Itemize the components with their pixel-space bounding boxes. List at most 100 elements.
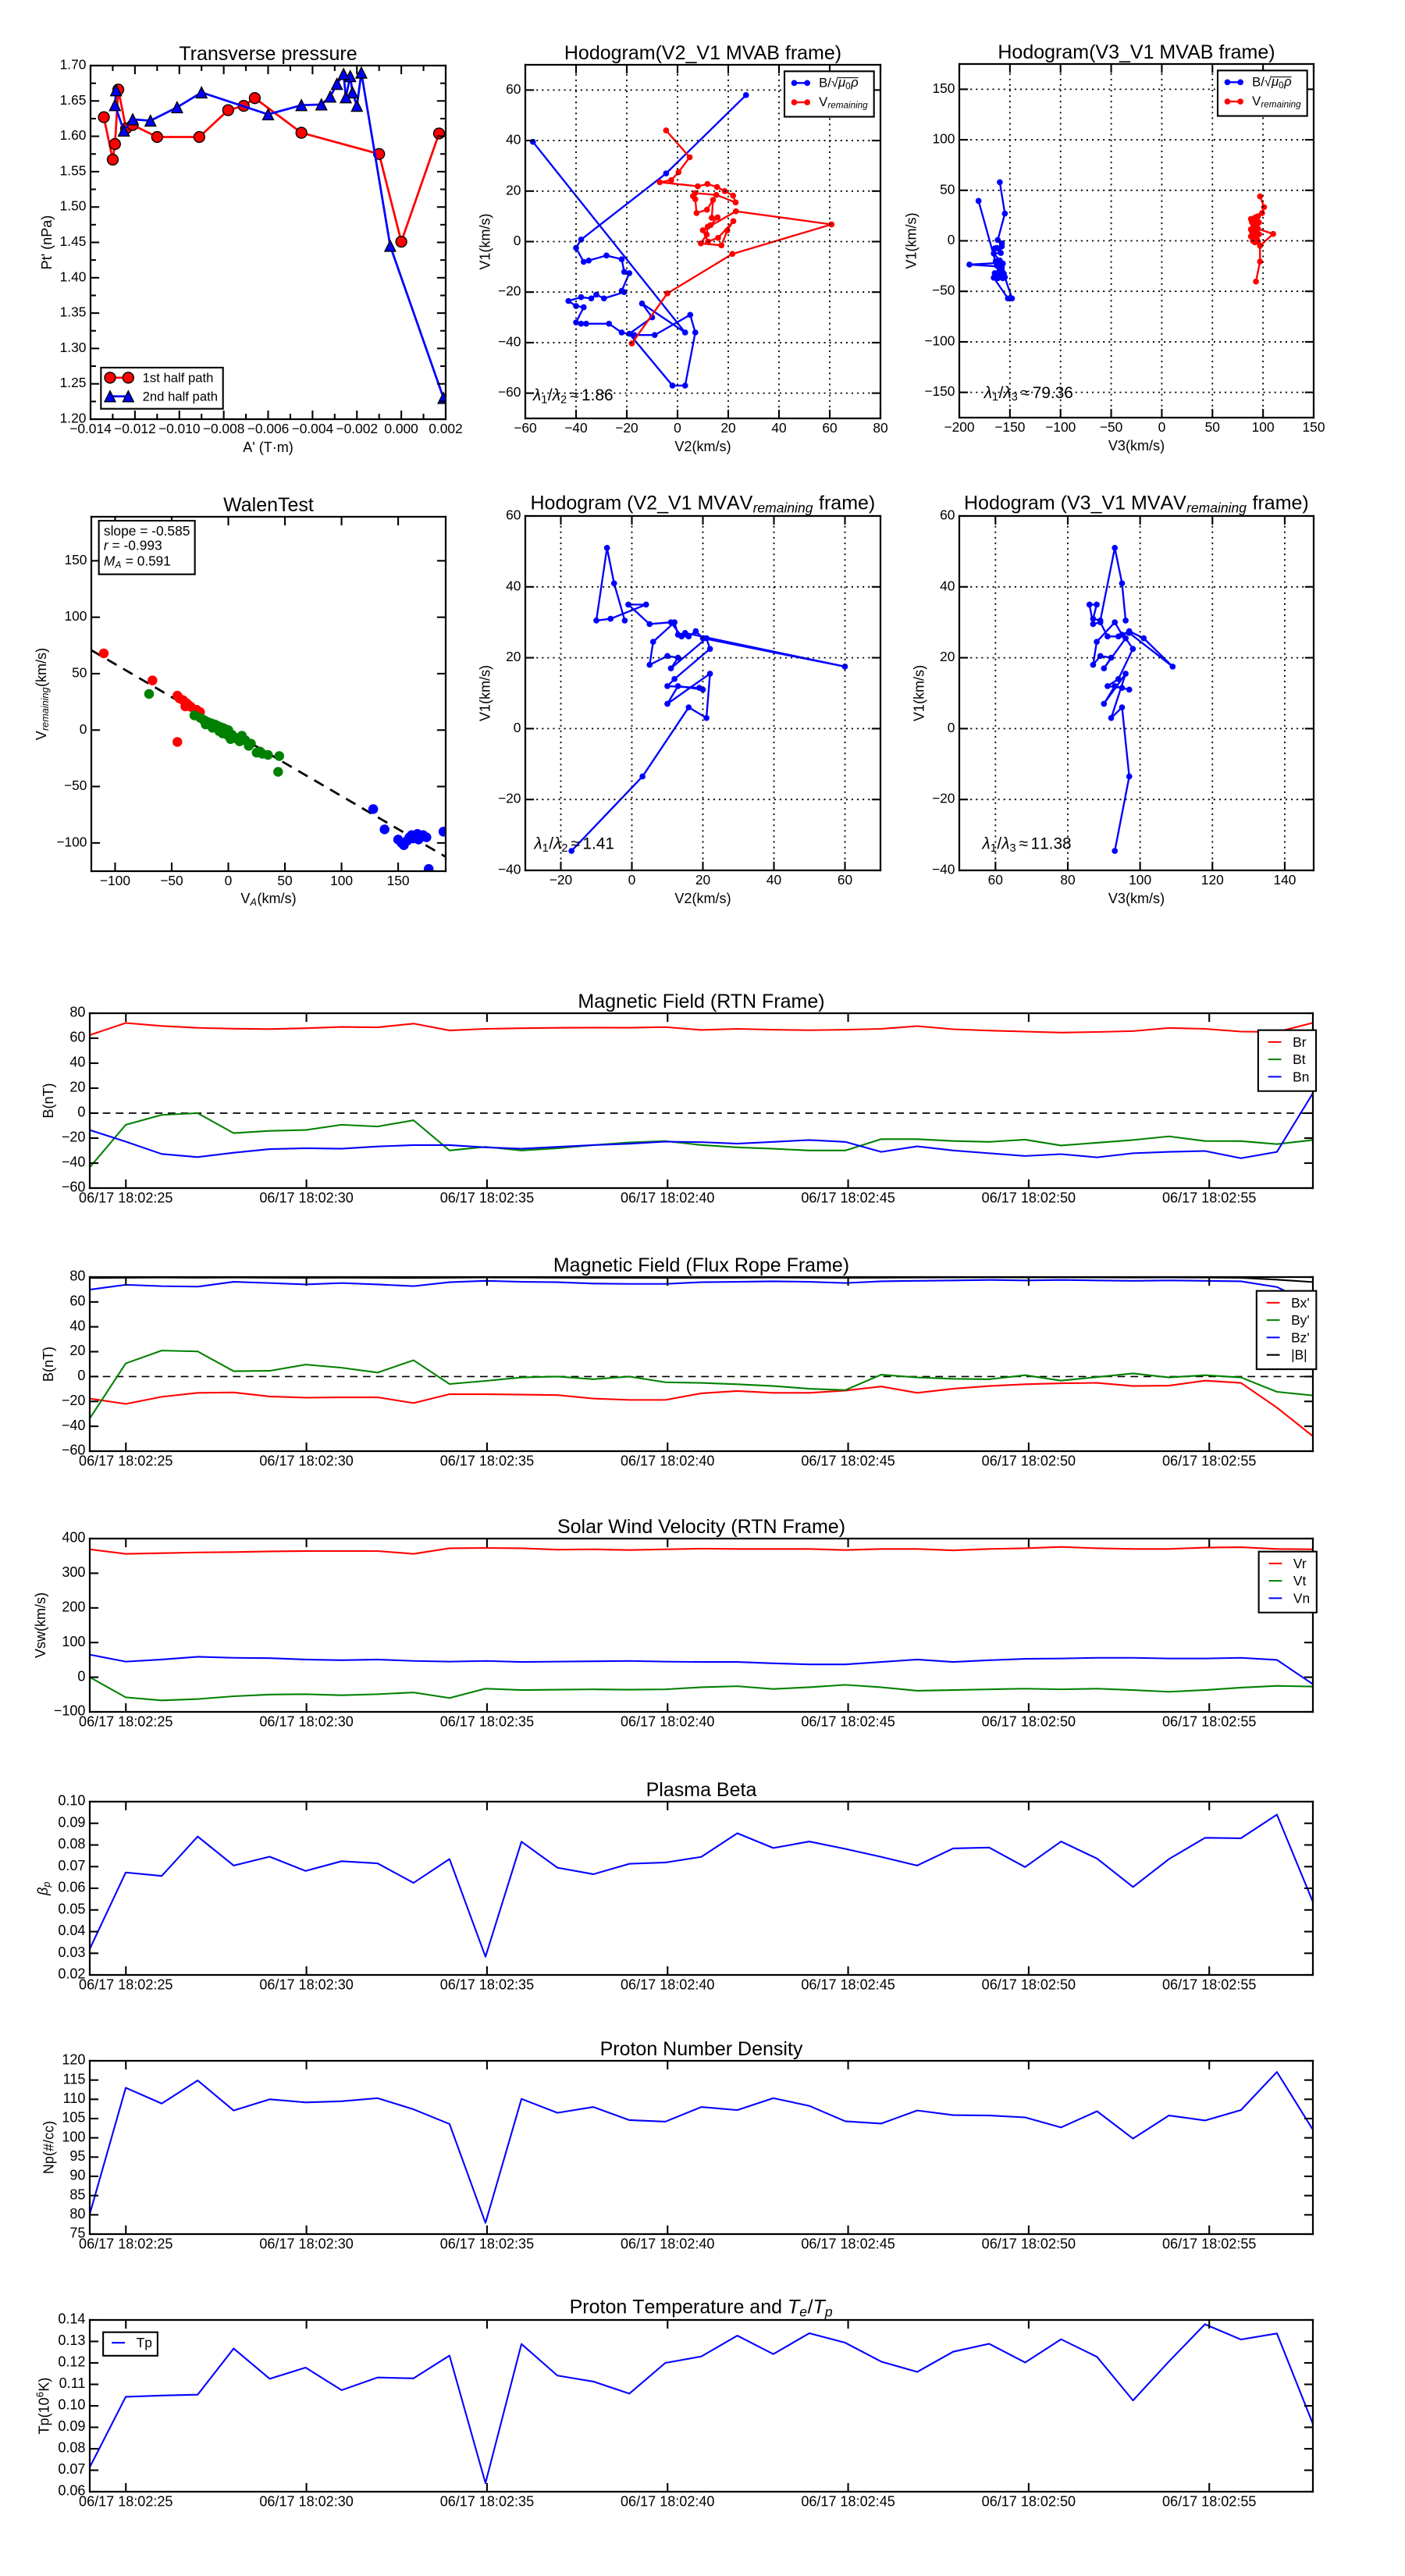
svg-text:−100: −100 bbox=[1045, 419, 1076, 435]
svg-text:V2(km/s): V2(km/s) bbox=[674, 891, 731, 906]
svg-text:Hodogram(V2_V1 MVAB frame): Hodogram(V2_V1 MVAB frame) bbox=[564, 42, 841, 64]
svg-text:20: 20 bbox=[69, 1343, 85, 1358]
svg-text:06/17 18:02:25: 06/17 18:02:25 bbox=[79, 2236, 173, 2252]
svg-text:0.002: 0.002 bbox=[429, 421, 462, 436]
svg-text:−20: −20 bbox=[62, 1130, 86, 1145]
svg-text:|B|: |B| bbox=[1291, 1347, 1307, 1363]
svg-text:Bt: Bt bbox=[1293, 1051, 1306, 1067]
svg-text:100: 100 bbox=[330, 873, 353, 888]
svg-text:06/17 18:02:50: 06/17 18:02:50 bbox=[982, 1977, 1076, 1993]
svg-text:−0.008: −0.008 bbox=[203, 421, 245, 436]
svg-text:−50: −50 bbox=[160, 873, 183, 888]
svg-text:−20: −20 bbox=[498, 791, 521, 806]
svg-text:100: 100 bbox=[64, 608, 87, 624]
svg-text:−150: −150 bbox=[994, 419, 1025, 435]
svg-text:100: 100 bbox=[62, 1634, 85, 1649]
svg-text:1.65: 1.65 bbox=[60, 92, 87, 108]
svg-text:WalenTest: WalenTest bbox=[223, 494, 314, 516]
svg-text:−50: −50 bbox=[932, 283, 955, 298]
svg-text:−50: −50 bbox=[64, 777, 87, 793]
svg-text:V r e m: V r e m a i n i n g bbox=[819, 91, 868, 112]
svg-text:0.13: 0.13 bbox=[58, 2332, 85, 2348]
svg-text:A' (T·m): A' (T·m) bbox=[243, 439, 293, 455]
svg-text:Tp: Tp bbox=[137, 2335, 152, 2350]
svg-text:Vn: Vn bbox=[1293, 1590, 1310, 1606]
svg-text:06/17 18:02:40: 06/17 18:02:40 bbox=[621, 2236, 714, 2252]
svg-text:06/17 18:02:45: 06/17 18:02:45 bbox=[801, 2236, 895, 2252]
svg-text:−100: −100 bbox=[100, 873, 130, 888]
svg-text:V ( k m: V ( k m / s ) A bbox=[240, 888, 301, 908]
svg-text:0.03: 0.03 bbox=[58, 1944, 85, 1960]
svg-text:06/17 18:02:40: 06/17 18:02:40 bbox=[621, 2494, 714, 2510]
svg-text:1.35: 1.35 bbox=[60, 304, 87, 320]
svg-text:40: 40 bbox=[506, 578, 521, 593]
svg-text:T p ( 1: T p ( 1 0 K ) 6 bbox=[33, 2372, 52, 2434]
svg-text:110: 110 bbox=[63, 2090, 86, 2106]
svg-text:06/17 18:02:25: 06/17 18:02:25 bbox=[79, 2494, 173, 2510]
svg-text:400: 400 bbox=[62, 1530, 85, 1546]
svg-text:0.000: 0.000 bbox=[384, 421, 418, 436]
svg-text:0: 0 bbox=[948, 720, 955, 735]
svg-text:−0.004: −0.004 bbox=[292, 421, 334, 436]
svg-text:0: 0 bbox=[77, 1668, 85, 1684]
svg-text:−60: −60 bbox=[514, 420, 536, 436]
svg-text:06/17 18:02:30: 06/17 18:02:30 bbox=[259, 1190, 353, 1206]
svg-text:0: 0 bbox=[674, 420, 681, 436]
svg-text:0.08: 0.08 bbox=[58, 2440, 85, 2456]
svg-text:B / √ μ: B / √ μ ρ 0 bbox=[819, 71, 863, 91]
svg-text:60: 60 bbox=[506, 81, 521, 97]
svg-text:λ λ 1 3: λ λ 1 3 / ≈ 1 1 . 3 8 bbox=[982, 834, 1072, 856]
svg-text:06/17 18:02:40: 06/17 18:02:40 bbox=[621, 1714, 714, 1730]
svg-text:06/17 18:02:45: 06/17 18:02:45 bbox=[801, 1190, 895, 1206]
svg-text:06/17 18:02:30: 06/17 18:02:30 bbox=[259, 1977, 353, 1993]
svg-text:M A =: M A = 0 . 5 9 1 bbox=[104, 550, 171, 572]
svg-text:−0.014: −0.014 bbox=[69, 421, 112, 436]
svg-text:1.60: 1.60 bbox=[60, 127, 87, 143]
svg-text:2nd half path: 2nd half path bbox=[143, 390, 218, 404]
svg-text:120: 120 bbox=[62, 2052, 85, 2068]
svg-text:100: 100 bbox=[62, 2129, 85, 2144]
svg-text:V3(km/s): V3(km/s) bbox=[1108, 891, 1165, 906]
svg-text:60: 60 bbox=[506, 507, 521, 522]
svg-text:80: 80 bbox=[69, 2206, 85, 2222]
svg-text:60: 60 bbox=[69, 1030, 85, 1045]
svg-text:40: 40 bbox=[940, 578, 955, 593]
svg-text:−40: −40 bbox=[498, 861, 521, 877]
svg-text:0.09: 0.09 bbox=[58, 1814, 85, 1830]
svg-text:0: 0 bbox=[514, 720, 521, 735]
svg-text:−50: −50 bbox=[1100, 419, 1122, 435]
svg-text:−60: −60 bbox=[62, 1179, 86, 1195]
svg-text:V3(km/s): V3(km/s) bbox=[1108, 438, 1165, 454]
svg-text:75: 75 bbox=[69, 2226, 85, 2241]
svg-text:−40: −40 bbox=[62, 1418, 86, 1433]
svg-text:06/17 18:02:55: 06/17 18:02:55 bbox=[1162, 1977, 1256, 1993]
svg-text:B / √ μ: B / √ μ ρ 0 bbox=[1252, 70, 1297, 91]
svg-text:06/17 18:02:35: 06/17 18:02:35 bbox=[440, 1714, 534, 1730]
svg-text:95: 95 bbox=[69, 2148, 85, 2164]
svg-text:100: 100 bbox=[932, 131, 955, 147]
svg-text:−20: −20 bbox=[498, 283, 521, 299]
svg-text:150: 150 bbox=[932, 80, 955, 96]
svg-text:−0.006: −0.006 bbox=[247, 421, 290, 436]
svg-text:150: 150 bbox=[64, 552, 87, 568]
svg-text:0.02: 0.02 bbox=[58, 1966, 85, 1982]
svg-text:Magnetic Field (Flux Rope Fram: Magnetic Field (Flux Rope Frame) bbox=[553, 1254, 849, 1276]
svg-text:0: 0 bbox=[514, 233, 521, 248]
svg-text:−0.010: −0.010 bbox=[158, 421, 201, 436]
svg-text:150: 150 bbox=[1303, 419, 1325, 435]
svg-text:0.04: 0.04 bbox=[58, 1923, 85, 1938]
svg-text:06/17 18:02:25: 06/17 18:02:25 bbox=[79, 1453, 173, 1469]
svg-text:−20: −20 bbox=[62, 1393, 86, 1408]
svg-text:Solar Wind Velocity (RTN Frame: Solar Wind Velocity (RTN Frame) bbox=[557, 1516, 845, 1538]
svg-text:V1(km/s): V1(km/s) bbox=[904, 212, 919, 269]
svg-text:1.30: 1.30 bbox=[60, 340, 87, 355]
svg-text:06/17 18:02:30: 06/17 18:02:30 bbox=[259, 1714, 353, 1730]
svg-text:20: 20 bbox=[940, 649, 955, 664]
svg-text:06/17 18:02:25: 06/17 18:02:25 bbox=[79, 1714, 173, 1730]
svg-text:0.14: 0.14 bbox=[58, 2311, 85, 2327]
svg-text:V1(km/s): V1(km/s) bbox=[477, 665, 493, 721]
svg-text:Pt' (nPa): Pt' (nPa) bbox=[39, 215, 55, 270]
svg-text:80: 80 bbox=[69, 1005, 85, 1020]
svg-text:0.05: 0.05 bbox=[58, 1901, 85, 1916]
svg-text:40: 40 bbox=[771, 420, 786, 436]
